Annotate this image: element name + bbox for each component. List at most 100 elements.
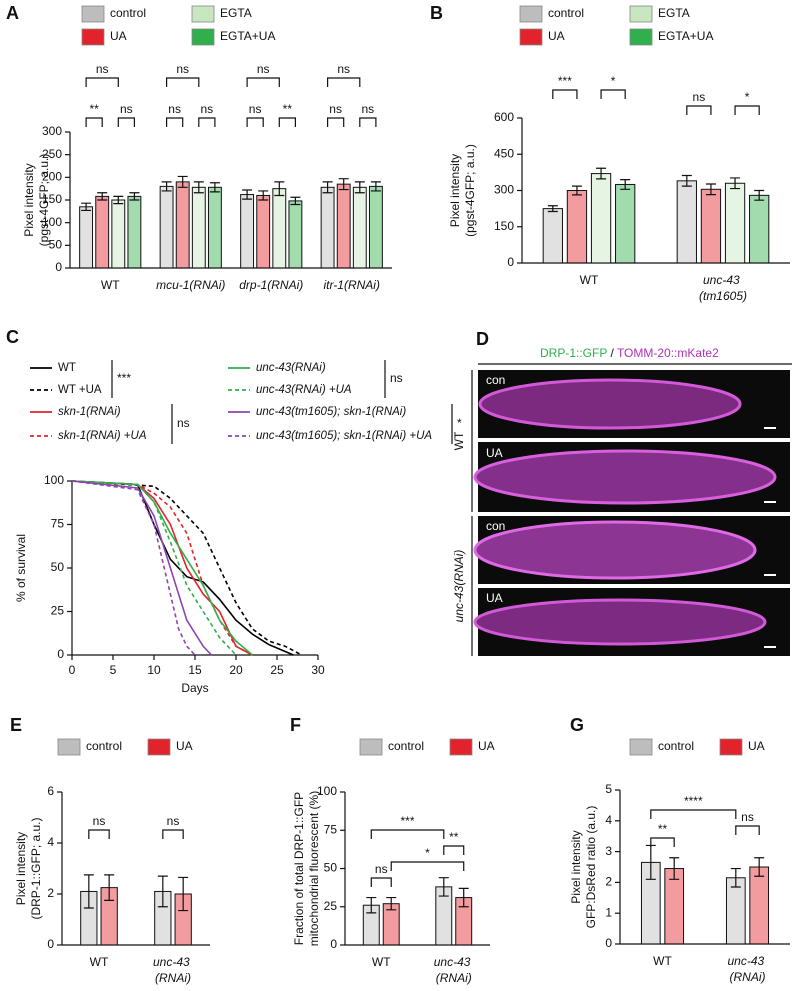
bar (542, 208, 563, 264)
legend-swatch (519, 5, 543, 23)
x-tick-label: 15 (188, 663, 202, 677)
bar (272, 188, 287, 269)
image-title: DRP-1::GFP / TOMM-20::mKate2 (540, 346, 719, 360)
significance-bracket (162, 829, 184, 839)
y-axis-label: GFP:DsRed ratio (a.u.) (584, 806, 598, 929)
bar (79, 206, 94, 269)
legend-swatch (629, 5, 653, 23)
significance-bracket (370, 829, 445, 839)
survival-line (71, 480, 237, 656)
bar (700, 188, 722, 264)
significance-bracket (246, 77, 280, 87)
bar (159, 185, 174, 269)
error-bar (681, 174, 692, 187)
bar (207, 186, 222, 269)
x-tick-label: 10 (147, 663, 161, 677)
image-label: UA (486, 591, 503, 605)
error-bar (193, 181, 204, 194)
error-bar (242, 189, 253, 200)
significance-label: ns (741, 810, 754, 824)
significance-bracket (390, 861, 465, 871)
legend-label: UA (548, 29, 565, 43)
significance-label: ns (337, 62, 350, 76)
bar (724, 182, 746, 264)
error-bar (338, 178, 349, 191)
error-bar (730, 177, 741, 190)
y-axis-label: Pixel intensity (569, 830, 583, 903)
x-tick-label: WT (372, 955, 391, 969)
significance-bracket (686, 105, 712, 115)
significance-bracket (88, 829, 110, 839)
x-tick-label: unc-43 (tm1605) (699, 273, 747, 303)
y-axis-label: Pixel intensity (448, 154, 462, 227)
x-tick-label: 0 (69, 663, 76, 677)
error-bar (83, 874, 94, 909)
y-tick-label: 600 (494, 110, 514, 124)
error-bar (366, 896, 377, 914)
x-tick-label: WT (101, 278, 120, 292)
y-axis-label: (pgst-4GFP; a.u.) (463, 144, 477, 237)
y-tick-label: 0 (55, 260, 62, 274)
bar (288, 200, 303, 269)
y-tick-label: 100 (42, 215, 62, 229)
legend-label: skn-1(RNAi) +UA (58, 430, 147, 442)
legend-label: UA (176, 739, 193, 753)
bar (127, 195, 142, 269)
y-axis-label: % of survival (14, 534, 28, 602)
significance-bracket (735, 825, 760, 835)
legend-label: EGTA (658, 6, 690, 20)
legend-label: EGTA (220, 6, 252, 20)
significance-bracket (600, 89, 626, 99)
significance-label: ns (201, 102, 214, 116)
y-tick-label: 5 (605, 782, 612, 796)
significance-bracket (650, 837, 675, 847)
legend-swatch (449, 738, 473, 756)
error-bar (161, 181, 172, 192)
y-tick-label: 25 (51, 604, 65, 618)
significance-label: * (457, 416, 462, 430)
bar (676, 180, 697, 264)
legend-swatch (629, 28, 653, 46)
error-bar (290, 196, 301, 206)
worm (473, 598, 767, 646)
legend-label: EGTA+UA (220, 29, 275, 43)
significance-label: ns (168, 102, 181, 116)
legend-label: UA (478, 739, 495, 753)
significance-label: * (745, 90, 750, 104)
significance-bracket (650, 809, 737, 819)
scale-bars (764, 427, 776, 648)
error-bar (97, 192, 108, 201)
legend-label: control (658, 739, 694, 753)
bar (615, 183, 636, 264)
error-bar (129, 192, 140, 201)
legend-label: unc-43(RNAi) +UA (256, 384, 352, 396)
significance-label: * (425, 846, 430, 860)
y-tick-label: 0 (330, 937, 337, 951)
y-tick-label: 100 (317, 784, 337, 798)
significance-label: ns (176, 62, 189, 76)
legend-swatch (719, 738, 743, 756)
x-tick-label: 20 (229, 663, 243, 677)
bar (725, 877, 746, 945)
error-bar (177, 175, 188, 188)
image-label: con (486, 373, 505, 387)
panel-letter: F (290, 715, 301, 735)
significance-bracket (85, 77, 119, 87)
significance-label: ** (89, 102, 99, 116)
significance-label: ns (390, 371, 403, 385)
error-bar (438, 877, 449, 897)
x-tick-label: WT (653, 954, 672, 968)
bar (352, 186, 367, 269)
significance-label: *** (558, 74, 572, 88)
x-tick-label: drp-1(RNAi) (239, 278, 303, 292)
significance-bracket (85, 117, 103, 127)
legend-swatch (629, 738, 653, 756)
title-part: DRP-1::GFP (540, 346, 607, 360)
error-bar (178, 876, 189, 912)
survival-line (71, 480, 294, 656)
error-bar (370, 181, 381, 192)
error-bar (104, 874, 115, 901)
error-bar (754, 189, 765, 201)
significance-label: ** (449, 830, 459, 844)
x-tick-label: unc-43 (RNAi) (153, 955, 193, 985)
